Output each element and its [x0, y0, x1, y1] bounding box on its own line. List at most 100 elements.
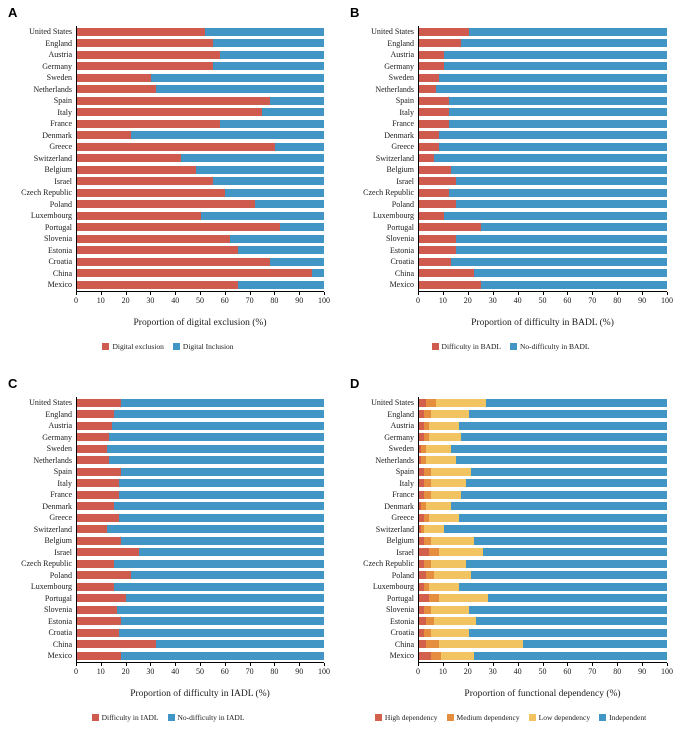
stacked-bar — [77, 223, 324, 232]
bar-segment — [114, 410, 324, 419]
bar-row — [77, 130, 324, 142]
bar-segment — [423, 513, 429, 522]
category-label: Czech Republic — [363, 188, 414, 197]
bar-segment — [77, 479, 119, 488]
bar-row — [419, 256, 667, 268]
category-label: Germany — [384, 61, 414, 71]
bar-segment — [77, 142, 275, 151]
stacked-bar — [77, 62, 324, 71]
legend-item: No-difficulty in BADL — [510, 342, 589, 351]
legend-item: Difficulty in BADL — [431, 342, 501, 351]
category-label: United States — [371, 398, 414, 407]
bar-segment — [419, 73, 439, 82]
bar-segment — [438, 640, 524, 649]
legend-swatch — [446, 713, 454, 721]
stacked-bar — [77, 513, 324, 522]
bar-segment — [77, 467, 122, 476]
category-label: Poland — [49, 570, 72, 580]
bar-segment — [423, 559, 432, 568]
stacked-bar — [77, 165, 324, 174]
x-tick-label: 30 — [146, 666, 155, 676]
bar-segment — [419, 108, 449, 117]
bar-segment — [77, 154, 181, 163]
bar-segment — [77, 628, 119, 637]
bar-segment — [118, 628, 324, 637]
category-label: Croatia — [48, 257, 72, 266]
x-tick-mark — [418, 662, 419, 666]
bar-row — [77, 49, 324, 61]
stacked-bar — [419, 410, 667, 419]
x-tick-label: 60 — [563, 295, 572, 305]
bar-segment — [77, 119, 221, 128]
category-label: Czech Republic — [363, 559, 414, 568]
legend-swatch — [102, 342, 110, 350]
category-label: United States — [371, 27, 414, 36]
x-axis-title: Proportion of functional dependency (%) — [464, 688, 621, 699]
category-label: France — [50, 119, 72, 128]
bar-segment — [488, 594, 667, 603]
legend-swatch — [172, 342, 180, 350]
legend-item: Digital Inclusion — [172, 342, 234, 351]
bar-segment — [77, 640, 157, 649]
category-label: Israel — [396, 547, 414, 557]
bar-segment — [451, 444, 667, 453]
x-tick-mark — [150, 291, 152, 295]
x-axis-title: Proportion of difficulty in BADL (%) — [471, 317, 614, 328]
stacked-bar — [77, 154, 324, 163]
bar-segment — [419, 536, 424, 545]
legend-swatch — [431, 342, 439, 350]
bar-row — [419, 164, 667, 176]
stacked-bar — [419, 421, 667, 430]
bar-segment — [77, 536, 122, 545]
category-label: Estonia — [48, 245, 72, 255]
x-tick-mark — [517, 291, 519, 295]
x-tick-label: 30 — [146, 295, 155, 305]
bar-segment — [468, 27, 667, 36]
bar-segment — [431, 479, 467, 488]
category-label: Croatia — [48, 628, 72, 637]
bar-segment — [426, 502, 452, 511]
bar-segment — [419, 62, 444, 71]
category-label: Greece — [49, 513, 72, 522]
bar-segment — [433, 571, 472, 580]
bar-segment — [423, 628, 432, 637]
plot-area — [418, 26, 667, 292]
bar-row — [419, 245, 667, 257]
stacked-bar — [77, 410, 324, 419]
bar-row — [77, 72, 324, 84]
bar-segment — [77, 108, 263, 117]
category-label: Belgium — [386, 165, 414, 174]
panel-b: B United States England Austria Germany Swed… — [342, 0, 685, 371]
bar-segment — [77, 131, 132, 140]
bar-segment — [466, 479, 667, 488]
bar-segment — [448, 119, 667, 128]
panel-b-letter: B — [350, 5, 360, 20]
category-label: Estonia — [390, 616, 414, 626]
stacked-bar — [419, 571, 667, 580]
bar-row — [419, 409, 667, 421]
bar-row — [419, 570, 667, 582]
category-label: Croatia — [390, 628, 414, 637]
bar-row — [77, 256, 324, 268]
x-tick-label: 40 — [513, 666, 522, 676]
bar-segment — [419, 456, 422, 465]
bar-row — [419, 524, 667, 536]
category-label: Estonia — [390, 245, 414, 255]
bar-row — [77, 141, 324, 153]
category-label: Germany — [384, 432, 414, 442]
bar-segment — [473, 651, 667, 660]
bar-row — [77, 233, 324, 245]
category-label: Mexico — [47, 651, 72, 660]
bar-row — [419, 38, 667, 50]
legend-label: Low dependency — [538, 712, 591, 722]
bar-segment — [109, 433, 324, 442]
bar-segment — [419, 571, 427, 580]
bar-segment — [419, 177, 457, 186]
bar-row — [419, 547, 667, 559]
bar-segment — [438, 142, 667, 151]
bar-row — [77, 222, 324, 234]
bar-segment — [269, 96, 324, 105]
bar-row — [77, 524, 324, 536]
category-label: England — [45, 38, 72, 48]
category-label: Portugal — [386, 593, 414, 603]
